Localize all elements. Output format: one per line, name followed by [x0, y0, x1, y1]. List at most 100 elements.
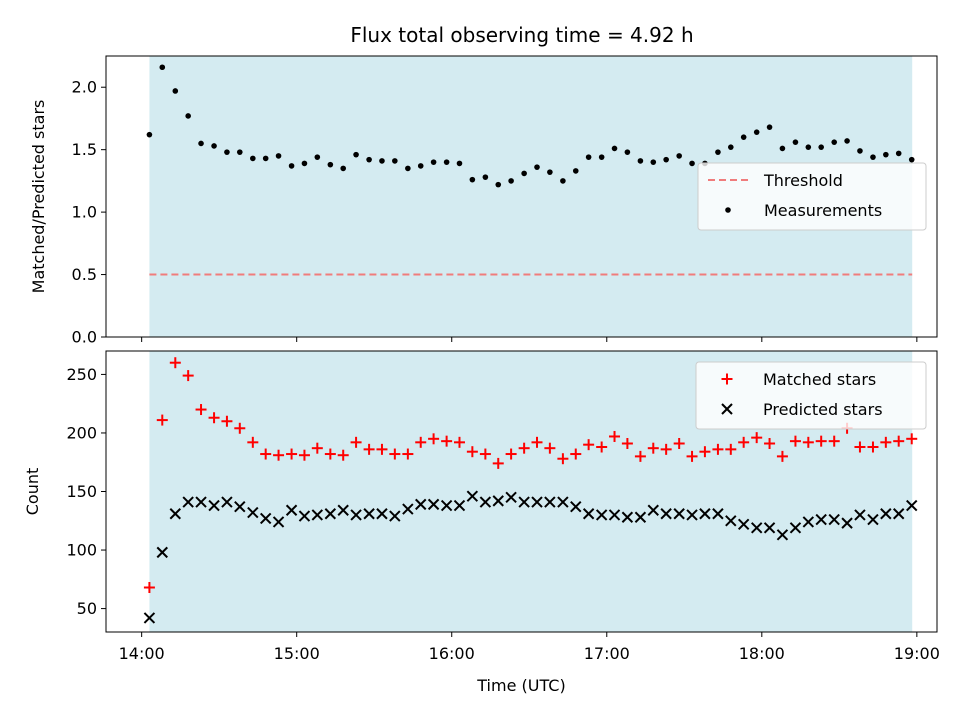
measurement-point [353, 151, 359, 158]
measurement-point [469, 176, 476, 183]
measurement-point [728, 144, 734, 150]
predicted-star-point [892, 508, 905, 520]
matched-star-point [609, 430, 621, 442]
predicted-star-point [169, 508, 182, 520]
matched-star-point [337, 449, 349, 461]
predicted-star-point [686, 509, 698, 521]
y-tick-label: 1.5 [72, 140, 97, 159]
predicted-star-point [802, 516, 815, 528]
matched-star-point [570, 448, 582, 460]
legend-measurements-label: Measurements [764, 201, 882, 220]
measurement-point [753, 129, 760, 135]
bottom-panel: 50 100 150 200 250 14:00 15:00 16:00 17:00 18:00… [23, 350, 940, 695]
x-tick-label: 14:00 [119, 644, 165, 663]
measurement-point [366, 156, 372, 163]
predicted-star-point [544, 496, 556, 508]
matched-star-point [389, 448, 401, 460]
y-tick-label: 2.0 [72, 78, 97, 97]
matched-star-point [143, 582, 155, 594]
x-tick-label: 15:00 [274, 644, 320, 663]
matched-star-point [557, 453, 569, 465]
matched-star-point [751, 432, 763, 444]
x-tick-label: 16:00 [429, 644, 475, 663]
measurement-point [637, 158, 644, 164]
measurement-point [611, 145, 618, 152]
legend-matched-swatch [721, 373, 733, 385]
predicted-star-point [570, 501, 582, 513]
y-tick-label: 100 [66, 541, 97, 560]
chart-title: Flux total observing time = 4.92 h [350, 23, 693, 47]
measurement-point [327, 161, 334, 168]
predicted-star-point [828, 513, 840, 526]
measurement-point [456, 160, 463, 167]
measurement-point [301, 160, 308, 167]
measurement-point [275, 153, 282, 159]
measurement-point [805, 144, 812, 150]
predicted-star-point [595, 509, 608, 521]
top-panel: 0.00.51.01.52.0 Matched/Predicted stars … [29, 55, 938, 347]
predicted-star-point [712, 508, 724, 520]
y-tick-label: 150 [66, 482, 97, 501]
measurement-point [495, 181, 502, 188]
measurement-point [908, 156, 915, 163]
top-y-axis-label: Matched/Predicted stars [29, 100, 48, 294]
matched-star-point [221, 415, 233, 427]
measurements-points [146, 64, 915, 188]
predicted-star-point [208, 499, 220, 512]
bottom-x-axis-label: Time (UTC) [476, 676, 565, 695]
predicted-star-point [854, 509, 866, 521]
y-tick-label: 1.0 [72, 203, 97, 222]
predicted-star-point [259, 512, 272, 525]
matched-star-point [415, 436, 427, 448]
predicted-star-point [634, 511, 647, 523]
measurement-point [547, 169, 553, 175]
legend-threshold-label: Threshold [763, 171, 843, 190]
measurement-point [792, 139, 799, 145]
predicted-star-point [427, 498, 440, 511]
predicted-star-point [350, 509, 362, 521]
matched-star-point [906, 433, 918, 445]
measurement-point [224, 149, 230, 155]
matched-star-point [725, 443, 737, 455]
matched-star-point [298, 449, 310, 461]
predicted-star-point [337, 504, 349, 516]
matched-star-point [738, 436, 750, 448]
measurement-point [676, 153, 682, 159]
measurement-point [585, 154, 592, 160]
measurement-point [689, 160, 695, 167]
matched-star-point [324, 448, 336, 460]
predicted-star-point [311, 509, 324, 521]
matched-star-point [583, 439, 595, 451]
matched-star-point [441, 435, 453, 447]
matched-star-point [428, 433, 440, 445]
predicted-star-point [880, 508, 892, 520]
predicted-star-point [479, 496, 492, 508]
predicted-star-point [324, 508, 337, 520]
matched-star-point [402, 448, 414, 460]
matched-star-point [660, 443, 672, 455]
matched-star-point [453, 436, 465, 448]
measurement-point [185, 113, 191, 119]
predicted-star-point [505, 491, 517, 504]
measurement-point [392, 158, 398, 164]
matched-star-point [673, 437, 685, 449]
predicted-star-point [841, 517, 853, 529]
legend-predicted-label: Predicted stars [763, 400, 883, 419]
matched-star-point [363, 443, 375, 455]
measurement-point [895, 150, 902, 157]
matched-star-point [376, 443, 388, 455]
predicted-star-point [673, 508, 685, 520]
legend-x-marker [721, 403, 733, 415]
measurement-point [236, 149, 243, 155]
matched-star-point [466, 446, 478, 458]
matched-star-point [492, 457, 504, 469]
top-legend: Threshold Measurements [697, 162, 927, 231]
predicted-star-point [195, 496, 207, 508]
predicted-star-point [234, 501, 246, 513]
measurement-point [844, 138, 850, 144]
top-legend-box [697, 162, 927, 231]
matched-star-point [867, 441, 879, 453]
predicted-star-point [415, 498, 427, 511]
measurement-point [146, 131, 153, 138]
